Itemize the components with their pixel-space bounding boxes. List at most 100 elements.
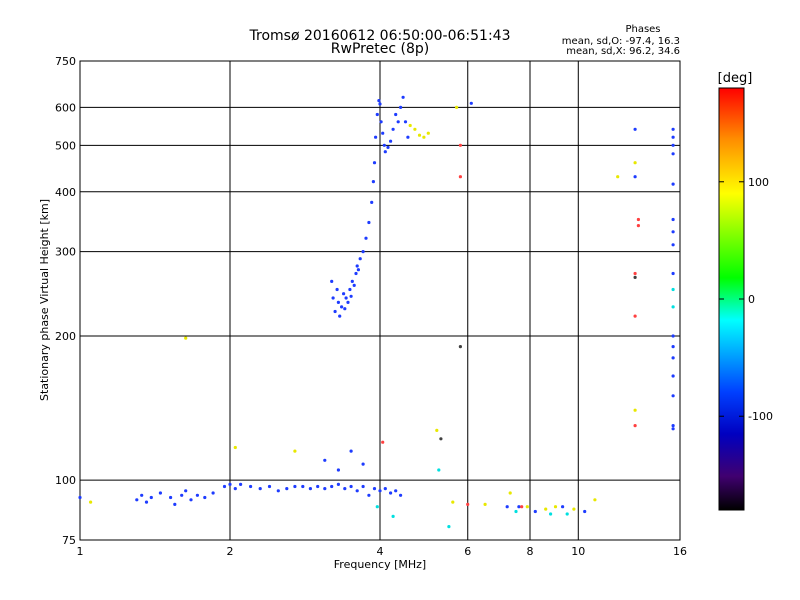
- data-point: [389, 139, 393, 143]
- data-point: [276, 489, 280, 493]
- data-point: [361, 484, 365, 489]
- data-point: [375, 112, 379, 117]
- data-point: [671, 152, 675, 156]
- data-point: [158, 491, 162, 495]
- data-point: [350, 279, 354, 283]
- data-point: [572, 507, 576, 511]
- data-point: [233, 487, 237, 491]
- data-point: [399, 105, 403, 109]
- data-point: [144, 500, 149, 504]
- data-point: [378, 102, 382, 106]
- data-point: [331, 296, 335, 300]
- data-point: [565, 512, 569, 516]
- data-point: [203, 495, 207, 500]
- data-point: [403, 120, 408, 124]
- data-point: [239, 482, 243, 486]
- data-point: [417, 133, 422, 137]
- data-point: [323, 458, 327, 462]
- data-point: [583, 509, 587, 514]
- data-point: [399, 493, 403, 497]
- data-point: [533, 509, 537, 514]
- x-tick-label: 1: [77, 545, 84, 558]
- data-point: [89, 500, 93, 504]
- data-point: [671, 427, 675, 431]
- data-point: [267, 484, 272, 489]
- data-point: [343, 487, 347, 491]
- data-point: [349, 449, 353, 453]
- colorbar-tick-label: 0: [748, 293, 755, 306]
- data-point: [413, 127, 417, 131]
- data-point: [140, 493, 144, 497]
- data-point: [370, 200, 374, 204]
- data-point: [169, 495, 173, 500]
- x-tick-label: 10: [571, 545, 585, 558]
- data-point: [435, 428, 439, 432]
- data-point: [671, 217, 675, 222]
- data-point: [514, 509, 518, 514]
- data-point: [173, 502, 177, 506]
- data-point: [633, 271, 637, 276]
- data-point: [308, 487, 312, 491]
- data-point: [458, 175, 462, 179]
- data-point: [336, 300, 340, 304]
- data-point: [233, 445, 237, 450]
- data-point: [394, 112, 398, 117]
- data-point: [361, 462, 365, 466]
- data-point: [335, 287, 339, 292]
- y-tick-label: 300: [55, 246, 76, 259]
- x-tick-label: 4: [377, 545, 384, 558]
- data-point: [352, 283, 356, 287]
- data-point: [367, 220, 371, 225]
- phases-line-o: mean, sd,O: -97.4, 16.3: [562, 36, 680, 47]
- x-tick-label: 8: [527, 545, 534, 558]
- data-point: [378, 489, 382, 493]
- data-point: [336, 468, 340, 472]
- data-point: [195, 493, 199, 497]
- chart-subtitle: RwPretec (8p): [331, 41, 429, 57]
- x-tick-label: 6: [464, 545, 471, 558]
- data-point: [381, 131, 385, 135]
- data-point: [633, 175, 637, 179]
- data-point: [508, 491, 512, 495]
- data-point: [372, 487, 377, 491]
- data-point: [374, 135, 378, 139]
- data-point: [447, 525, 451, 529]
- y-tick-label: 400: [55, 186, 76, 199]
- data-point: [316, 484, 320, 489]
- phases-title: Phases: [625, 24, 660, 35]
- data-point: [222, 484, 227, 489]
- data-point: [408, 123, 412, 128]
- data-point: [228, 482, 232, 486]
- data-point: [340, 305, 344, 309]
- data-point: [180, 493, 184, 497]
- data-point: [671, 424, 675, 428]
- y-tick-label: 75: [62, 534, 76, 547]
- data-point: [671, 394, 675, 398]
- data-point: [135, 498, 139, 502]
- data-point: [285, 487, 289, 491]
- y-tick-label: 500: [55, 139, 76, 152]
- data-point: [358, 257, 362, 261]
- data-point: [184, 336, 188, 340]
- data-point: [349, 294, 353, 298]
- data-point: [333, 309, 337, 314]
- data-point: [422, 135, 426, 139]
- data-point: [451, 500, 455, 504]
- data-point: [633, 275, 637, 279]
- data-point: [354, 271, 358, 276]
- data-point: [633, 161, 637, 165]
- data-point: [549, 512, 553, 516]
- data-point: [330, 279, 334, 283]
- data-point: [381, 440, 385, 444]
- data-point: [372, 161, 377, 165]
- data-point: [525, 505, 529, 509]
- y-tick-label: 200: [55, 330, 76, 343]
- x-axis-label: Frequency [MHz]: [334, 558, 426, 571]
- data-point: [671, 287, 675, 292]
- data-point: [671, 271, 675, 276]
- data-points: [78, 95, 675, 529]
- data-point: [344, 296, 348, 300]
- data-point: [505, 505, 509, 509]
- data-point: [633, 408, 637, 412]
